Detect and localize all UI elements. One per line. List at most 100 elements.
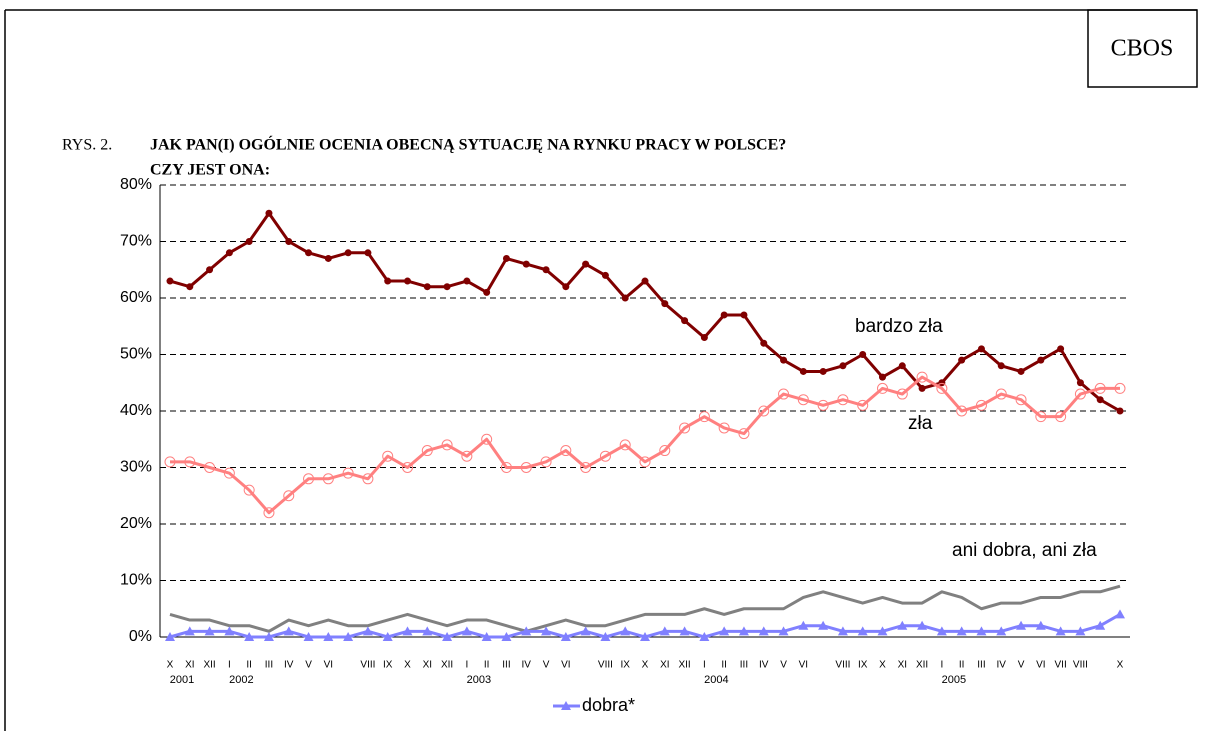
- point: [877, 626, 888, 636]
- x-tick-label: I: [940, 660, 943, 671]
- point: [1075, 626, 1086, 636]
- point: [1096, 396, 1104, 404]
- series-line: [170, 375, 1120, 515]
- x-tick-label: III: [265, 660, 273, 671]
- point: [857, 399, 869, 411]
- point: [305, 249, 313, 257]
- point: [285, 238, 293, 245]
- point: [283, 490, 295, 502]
- point: [896, 388, 908, 400]
- x-tick-label: XII: [916, 660, 928, 671]
- point: [956, 626, 967, 636]
- x-tick-label: X: [642, 660, 649, 671]
- point: [184, 456, 196, 468]
- point: [224, 626, 235, 636]
- x-group-label: 2001: [170, 674, 194, 686]
- point: [421, 445, 433, 457]
- point: [659, 626, 670, 636]
- point: [916, 371, 928, 383]
- point: [857, 626, 868, 636]
- point: [1115, 609, 1125, 619]
- x-tick-label: IX: [858, 660, 868, 671]
- point: [778, 626, 789, 636]
- point: [818, 620, 829, 630]
- point: [639, 456, 651, 468]
- x-tick-label: II: [959, 660, 965, 671]
- point: [938, 379, 946, 387]
- point: [542, 266, 550, 274]
- point: [382, 632, 393, 641]
- x-tick-label: V: [1018, 660, 1025, 671]
- point: [718, 422, 730, 434]
- point: [166, 277, 174, 285]
- point: [263, 632, 274, 641]
- point: [799, 367, 807, 375]
- point: [1094, 382, 1106, 394]
- point: [837, 394, 849, 406]
- point: [164, 456, 176, 468]
- chart-title: JAK PAN(I) OGÓLNIE OCENIA OBECNĄ SYTUACJ…: [150, 135, 786, 154]
- point: [679, 626, 690, 636]
- x-tick-label: I: [228, 660, 231, 671]
- point: [263, 507, 275, 519]
- x-tick-label: III: [977, 660, 985, 671]
- y-tick-label: 0%: [129, 628, 152, 645]
- point: [817, 399, 829, 411]
- point: [582, 260, 590, 268]
- point: [641, 277, 649, 285]
- point: [323, 632, 334, 641]
- point: [897, 620, 908, 630]
- point: [1035, 411, 1047, 423]
- point: [740, 311, 748, 319]
- chart-title: CZY JEST ONA:: [150, 162, 270, 179]
- x-tick-label: VI: [1036, 660, 1045, 671]
- point: [245, 238, 253, 245]
- y-tick-label: 50%: [120, 346, 152, 363]
- point: [382, 450, 394, 462]
- point: [441, 439, 453, 451]
- point: [362, 473, 374, 485]
- point: [700, 334, 708, 342]
- x-tick-label: II: [246, 660, 252, 671]
- point: [780, 356, 788, 364]
- y-tick-label: 60%: [120, 289, 152, 306]
- x-tick-label: XII: [441, 660, 453, 671]
- point: [1016, 620, 1027, 630]
- x-tick-label: X: [879, 660, 886, 671]
- y-tick-label: 20%: [120, 515, 152, 532]
- point: [223, 467, 235, 479]
- point: [206, 266, 214, 274]
- point: [580, 626, 591, 636]
- series-line: [169, 584, 1121, 633]
- x-tick-label: V: [543, 660, 550, 671]
- point: [661, 300, 669, 308]
- point: [483, 288, 491, 296]
- y-tick-label: 30%: [120, 459, 152, 476]
- x-tick-label: V: [305, 660, 312, 671]
- series-label: bardzo zła: [855, 316, 943, 337]
- point: [698, 411, 710, 423]
- point: [877, 382, 888, 394]
- point: [502, 254, 510, 262]
- x-group-label: 2003: [467, 674, 491, 686]
- point: [1055, 626, 1066, 636]
- point: [324, 254, 332, 262]
- point: [265, 209, 273, 217]
- point: [1017, 367, 1025, 375]
- point: [384, 277, 392, 285]
- figure-label: RYS. 2.: [62, 137, 112, 154]
- brand-box: [1087, 9, 1198, 88]
- point: [976, 626, 987, 636]
- point: [958, 356, 966, 364]
- point: [343, 632, 354, 641]
- point: [461, 626, 472, 636]
- series-line: [169, 211, 1121, 413]
- point: [481, 433, 493, 445]
- point: [798, 620, 809, 630]
- point: [600, 632, 611, 641]
- point: [837, 626, 848, 636]
- series-label: zła: [908, 413, 933, 434]
- point: [541, 626, 552, 636]
